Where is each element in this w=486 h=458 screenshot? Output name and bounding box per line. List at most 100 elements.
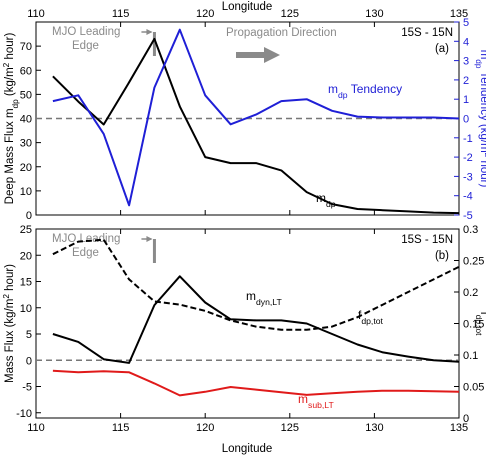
series-label-m-dp-tendency: mdp Tendency [328, 82, 402, 100]
x-tick-label-bottom: 135 [450, 422, 468, 434]
series-label-m-sub-lt-part: sub,LT [308, 400, 334, 410]
y-right-tick-label: 1 [463, 94, 469, 106]
y-right-tick-label: 0.05 [463, 382, 484, 394]
y-left-axis-title-part: dp [11, 99, 20, 109]
x-tick-label-bottom: 115 [112, 422, 130, 434]
y-left-axis-title: Mass Flux (kg/m2 hour) [2, 264, 17, 383]
y-left-tick-label: -10 [16, 408, 32, 420]
y-right-tick-label: 2 [463, 75, 469, 87]
y-right-axis-title-part: 2 [484, 153, 486, 158]
x-tick-label-top: 135 [450, 8, 468, 20]
series-line-m-dp [52, 37, 460, 215]
y-right-tick-label: 0 [463, 413, 469, 425]
x-tick-label-bottom: 130 [365, 422, 383, 434]
y-left-tick-label: 20 [20, 162, 32, 174]
y-left-tick-label: 0 [26, 210, 32, 222]
series-line-m-dp-tendency [52, 28, 460, 207]
y-right-axis-title-part: hour) [478, 157, 486, 187]
y-right-axis-title: mdp Tendency (kg/m2 hour) [475, 50, 486, 188]
x-tick-label-top: 120 [196, 8, 214, 20]
y-right-tick-label: 4 [463, 36, 469, 48]
y-left-axis-title-part: hour) [4, 264, 16, 294]
x-tick-label-bottom: 120 [196, 422, 214, 434]
annotation-edge-line1: MJO Leading [52, 26, 120, 38]
annotation-edge-line2: Edge [72, 247, 99, 259]
y-left-axis-title-part: 2 [2, 294, 11, 299]
y-right-axis-title: fdp,tot [475, 312, 486, 337]
y-left-tick-label: 0 [26, 355, 32, 367]
x-tick-label-bottom: 125 [281, 422, 299, 434]
panel-b: 110 115 120 125 130 135 -10 -5 0 5 10 15 20 25 0 0.05 0.… [2, 224, 486, 434]
series-line-f-dp-tot [52, 238, 460, 331]
series-label-m-sub-lt: msub,LT [298, 392, 334, 410]
y-right-tick-label: -1 [463, 133, 473, 145]
y-left-tick-label: 20 [20, 250, 32, 262]
panel-a: 110 115 120 125 130 135010203040506070-5-4-3-… [2, 8, 486, 222]
top-axis-title: Longitude [222, 1, 273, 13]
annotation-edge-line2: Edge [72, 40, 99, 52]
series-label-f-dp-tot-part: dp,tot [361, 316, 383, 326]
series-label-m-dyn-lt-part: m [246, 289, 256, 303]
series-label-m-dyn-lt: mdyn,LT [246, 289, 282, 307]
region-label: 15S - 15N [401, 27, 453, 39]
y-right-tick-label: -5 [463, 210, 473, 222]
y-right-tick-label: 0.3 [463, 224, 478, 236]
y-right-axis-title-part: f [478, 312, 486, 316]
series-label-m-dp: mdp [316, 191, 336, 209]
y-left-tick-label: -5 [22, 382, 32, 394]
x-tick-label-top: 110 [27, 8, 45, 20]
x-tick-label-bottom: 110 [27, 422, 45, 434]
x-tick-label-top: 125 [281, 8, 299, 20]
series-line-m-dyn-lt [52, 275, 460, 364]
y-right-tick-label: 0.25 [463, 256, 484, 268]
bottom-axis-title: Longitude [222, 443, 273, 455]
y-right-tick-label: 3 [463, 56, 469, 68]
y-left-tick-label: 40 [20, 114, 32, 126]
y-right-tick-label: -2 [463, 152, 473, 164]
y-left-tick-label: 15 [20, 277, 32, 289]
y-left-tick-label: 70 [20, 41, 32, 53]
y-right-tick-label: 5 [463, 17, 469, 29]
series-label-m-dp-part: dp [326, 199, 336, 209]
y-left-tick-label: 30 [20, 138, 32, 150]
panel-label: (a) [435, 43, 449, 55]
y-left-tick-label: 60 [20, 65, 32, 77]
y-right-tick-label: -4 [463, 191, 473, 203]
series-label-m-dp-tendency-part: dp [338, 90, 348, 100]
propagation-arrow-shaft [236, 52, 264, 58]
propagation-arrow-head [264, 47, 280, 63]
series-label-m-dp-tendency-part: m [328, 82, 338, 96]
y-right-tick-label: 0 [463, 114, 469, 126]
y-right-tick-label: 0.15 [463, 319, 484, 331]
y-left-axis-title-part: Mass Flux (kg/m [4, 299, 16, 383]
series-label-f-dp-tot-part: f [358, 308, 362, 322]
series-label-f-dp-tot: fdp,tot [358, 308, 384, 326]
y-right-tick-label: -3 [463, 171, 473, 183]
y-right-axis-title-part: dp,tot [475, 315, 484, 336]
y-left-tick-label: 25 [20, 224, 32, 236]
y-right-tick-label: 0.2 [463, 287, 478, 299]
y-left-tick-label: 5 [26, 329, 32, 341]
y-left-axis-title-part: hour) [4, 32, 16, 62]
y-left-axis-title: Deep Mass Flux mdp (kg/m2 hour) [2, 32, 20, 204]
y-left-tick-label: 10 [20, 303, 32, 315]
y-right-axis-title-part: Tendency (kg/m [478, 68, 486, 152]
region-label: 15S - 15N [401, 234, 453, 246]
edge-arrow-head [146, 29, 153, 35]
y-left-axis-title-part: (kg/m [4, 67, 16, 99]
y-right-tick-label: 0.1 [463, 350, 478, 362]
series-line-m-sub-lt [52, 369, 460, 397]
series-label-m-dyn-lt-part: dyn,LT [256, 297, 282, 307]
annotation-propagation: Propagation Direction [226, 27, 337, 39]
y-left-axis-title-part: Deep Mass Flux m [4, 108, 16, 204]
series-label-m-dp-tendency-part: Tendency [348, 82, 403, 96]
series-label-m-sub-lt-part: m [298, 392, 308, 406]
series-label-m-dp-part: m [316, 191, 326, 205]
y-left-axis-title-part: 2 [2, 62, 11, 67]
panel-label: (b) [435, 250, 449, 262]
x-tick-label-top: 130 [365, 8, 383, 20]
y-left-tick-label: 10 [20, 186, 32, 198]
x-tick-label-top: 115 [112, 8, 130, 20]
y-right-axis-title-part: dp [475, 59, 484, 69]
